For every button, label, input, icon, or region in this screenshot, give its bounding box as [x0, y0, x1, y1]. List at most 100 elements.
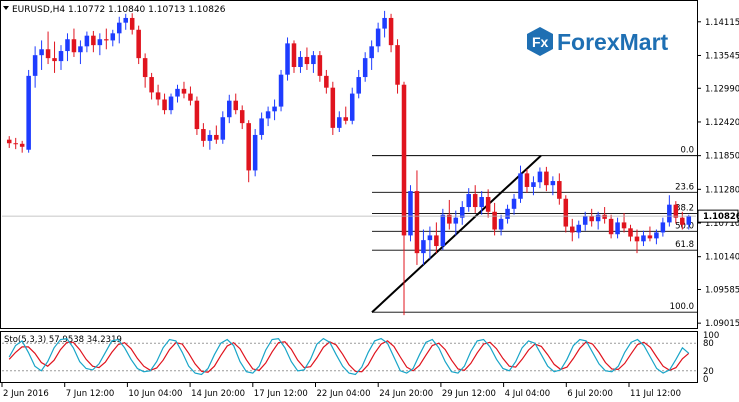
candle[interactable] [188, 86, 193, 106]
candle[interactable] [485, 189, 491, 218]
candle[interactable] [518, 165, 523, 203]
candle[interactable] [395, 39, 400, 94]
candle[interactable] [149, 72, 154, 100]
candle[interactable] [362, 52, 368, 82]
candle[interactable] [582, 211, 588, 231]
candle[interactable] [58, 45, 64, 70]
candle[interactable] [220, 111, 226, 144]
candle[interactable] [647, 226, 653, 242]
candle[interactable] [278, 69, 284, 112]
candle[interactable] [13, 137, 18, 150]
candle[interactable] [382, 10, 387, 38]
candle[interactable] [427, 226, 433, 260]
candle[interactable] [136, 25, 141, 65]
candle[interactable] [97, 33, 103, 56]
candle[interactable] [207, 130, 213, 150]
candle[interactable] [492, 202, 497, 236]
candle[interactable] [414, 170, 420, 265]
fib-level[interactable]: 100.0 [372, 302, 697, 313]
candle[interactable] [71, 28, 77, 57]
candle[interactable] [194, 96, 200, 135]
candle[interactable] [252, 129, 258, 177]
candle[interactable] [459, 201, 465, 225]
candle[interactable] [291, 40, 297, 73]
candle[interactable] [155, 84, 161, 106]
candle[interactable] [84, 31, 90, 53]
candle[interactable] [39, 40, 44, 70]
candle[interactable] [324, 69, 329, 94]
candle[interactable] [641, 230, 646, 247]
candle[interactable] [298, 51, 303, 73]
candle[interactable] [602, 207, 607, 224]
candle[interactable] [116, 16, 122, 44]
candle[interactable] [227, 94, 232, 124]
candle[interactable] [440, 208, 446, 251]
candle[interactable] [175, 84, 180, 103]
candle[interactable] [531, 176, 536, 196]
candle[interactable] [349, 87, 355, 125]
candle[interactable] [434, 222, 439, 254]
candle[interactable] [123, 13, 128, 30]
candle[interactable] [311, 51, 316, 73]
candle[interactable] [343, 106, 349, 125]
candle[interactable] [52, 41, 57, 73]
fib-level[interactable]: 61.8 [372, 240, 697, 251]
candle[interactable] [524, 169, 530, 193]
candle[interactable] [45, 31, 51, 65]
candle[interactable] [330, 81, 336, 135]
candle[interactable] [421, 229, 426, 265]
candle[interactable] [168, 93, 174, 115]
candle[interactable] [576, 220, 582, 239]
candle[interactable] [660, 217, 666, 237]
fib-level[interactable]: 38.2 [372, 204, 697, 214]
candle[interactable] [615, 217, 620, 239]
candle[interactable] [304, 47, 310, 70]
candle[interactable] [259, 112, 264, 140]
collapse-arrow-icon[interactable] [3, 6, 9, 10]
candle[interactable] [595, 211, 601, 230]
candle[interactable] [589, 208, 594, 227]
candle[interactable] [110, 29, 116, 47]
candle[interactable] [505, 204, 510, 224]
candle[interactable] [265, 106, 271, 127]
candle[interactable] [388, 13, 394, 53]
candle[interactable] [628, 224, 633, 242]
candle[interactable] [272, 99, 277, 121]
candle[interactable] [537, 167, 543, 189]
candle[interactable] [498, 214, 504, 236]
candle[interactable] [654, 229, 659, 245]
candle[interactable] [511, 194, 517, 215]
candle[interactable] [19, 140, 25, 153]
candle[interactable] [680, 211, 685, 230]
candle[interactable] [78, 40, 83, 65]
fib-level[interactable]: 23.6 [372, 182, 697, 193]
trend-line[interactable] [371, 154, 542, 313]
candle[interactable] [570, 218, 575, 242]
candle[interactable] [201, 123, 206, 147]
fib-level[interactable]: 50.0 [372, 221, 697, 232]
candle[interactable] [673, 201, 679, 224]
candle[interactable] [162, 93, 167, 115]
candle[interactable] [453, 210, 459, 236]
candle[interactable] [26, 69, 31, 153]
candle[interactable] [634, 229, 640, 254]
candle[interactable] [337, 111, 342, 132]
candle[interactable] [6, 136, 12, 148]
candle[interactable] [686, 214, 692, 230]
candle[interactable] [91, 30, 96, 53]
candle[interactable] [550, 176, 556, 196]
candle[interactable] [466, 188, 471, 212]
candle[interactable] [667, 195, 672, 227]
candle[interactable] [408, 185, 413, 242]
candle[interactable] [608, 214, 614, 239]
candle[interactable] [563, 195, 569, 233]
candle[interactable] [32, 46, 38, 88]
candle[interactable] [129, 13, 135, 35]
candle[interactable] [356, 69, 361, 99]
candle[interactable] [285, 37, 290, 81]
fib-level[interactable]: 0.0 [372, 146, 697, 157]
candle[interactable] [544, 166, 549, 192]
candle[interactable] [65, 33, 70, 62]
candle[interactable] [181, 81, 187, 99]
